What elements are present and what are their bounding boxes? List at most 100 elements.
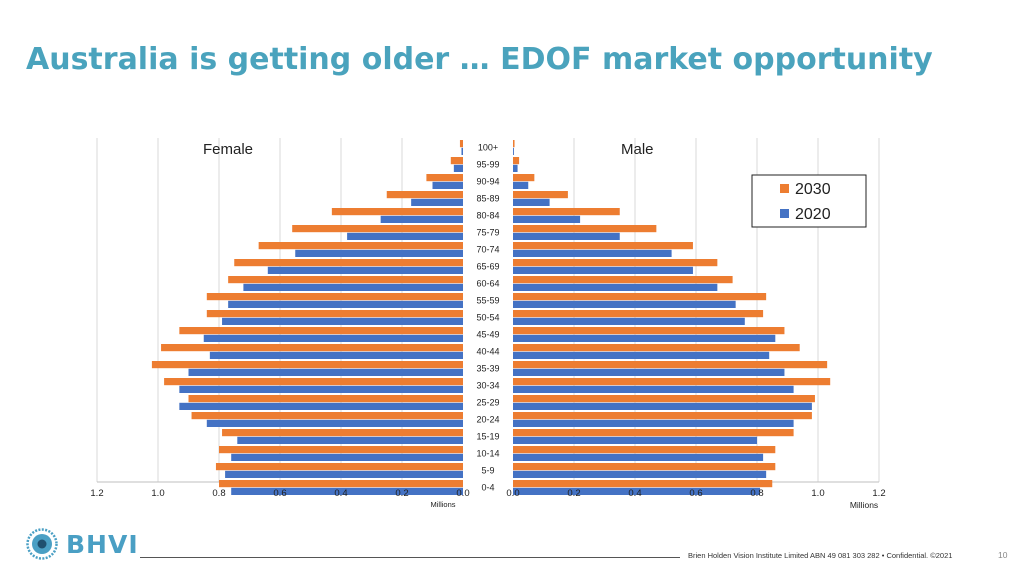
bar-female-2020-70-74 (295, 249, 463, 257)
bar-male-2020-50-54 (513, 317, 745, 325)
slide-title: Australia is getting older … EDOF market… (26, 42, 933, 77)
bar-female-2020-95-99 (453, 164, 463, 172)
bar-female-2020-5-9 (225, 470, 463, 478)
bar-male-2030-75-79 (513, 225, 657, 233)
female-x-tick-label: 0.8 (212, 488, 225, 499)
bar-male-2030-70-74 (513, 242, 693, 250)
bar-female-2030-95-99 (450, 157, 463, 165)
bar-male-2030-40-44 (513, 344, 800, 352)
bar-male-2030-95-99 (513, 157, 520, 165)
bar-female-2030-25-29 (188, 395, 463, 403)
bar-male-2030-55-59 (513, 293, 767, 301)
legend-swatch-2020 (780, 209, 789, 218)
age-group-label: 50-54 (476, 313, 499, 323)
bar-male-2030-5-9 (513, 463, 776, 471)
bar-male-2030-25-29 (513, 395, 815, 403)
bar-male-2020-20-24 (513, 419, 794, 427)
labels-layer: 0.0 0.0 0.2 0.2 0.4 0.4 0.6 0.6 0.8 0.8 1.0 1.0 1.2 1… (90, 143, 885, 500)
female-x-tick-label: 0.6 (273, 488, 286, 499)
bar-male-2030-85-89 (513, 191, 568, 199)
bar-female-2030-70-74 (258, 242, 463, 250)
bar-male-2020-65-69 (513, 266, 693, 274)
bar-female-2020-65-69 (267, 266, 463, 274)
bar-female-2030-10-14 (219, 446, 463, 454)
bar-male-2020-45-49 (513, 334, 776, 342)
bar-female-2020-100+ (461, 147, 463, 155)
age-group-label: 60-64 (476, 279, 499, 289)
bar-male-2030-60-64 (513, 276, 733, 284)
bhvi-eye-icon (26, 528, 58, 560)
footer-divider (140, 557, 680, 558)
female-x-axis-label: Millions (430, 500, 455, 509)
bar-male-2020-100+ (513, 147, 514, 155)
bar-male-2020-35-39 (513, 368, 785, 376)
bar-male-2020-60-64 (513, 283, 718, 291)
bar-female-2030-60-64 (228, 276, 463, 284)
age-group-label: 35-39 (476, 364, 499, 374)
bar-male-2030-15-19 (513, 429, 794, 437)
bar-female-2030-50-54 (206, 310, 464, 318)
bar-male-2030-50-54 (513, 310, 764, 318)
bar-female-2020-75-79 (347, 232, 463, 240)
bar-male-2030-45-49 (513, 327, 785, 335)
bar-male-2020-70-74 (513, 249, 672, 257)
bar-female-2030-80-84 (331, 208, 463, 216)
age-group-label: 80-84 (476, 211, 499, 221)
bar-male-2030-65-69 (513, 259, 718, 267)
female-x-tick-label: 0.4 (334, 488, 347, 499)
bar-male-2030-10-14 (513, 446, 776, 454)
bar-male-2020-30-34 (513, 385, 794, 393)
bar-male-2020-80-84 (513, 215, 581, 223)
bar-female-2030-15-19 (222, 429, 463, 437)
bar-female-2020-0-4 (231, 487, 463, 495)
male-x-tick-label: 1.0 (811, 488, 824, 499)
bar-female-2020-30-34 (179, 385, 463, 393)
female-x-tick-label: 0.2 (395, 488, 408, 499)
bar-female-2030-0-4 (219, 480, 463, 488)
age-group-label: 45-49 (476, 330, 499, 340)
bar-female-2020-15-19 (237, 436, 463, 444)
bar-female-2030-20-24 (191, 412, 464, 420)
female-x-tick-label: 0.0 (456, 488, 469, 499)
male-x-tick-label: 0.2 (567, 488, 580, 499)
age-group-label: 25-29 (476, 398, 499, 408)
female-x-tick-label: 1.2 (90, 488, 103, 499)
bar-male-2020-40-44 (513, 351, 770, 359)
bar-male-2030-20-24 (513, 412, 812, 420)
bar-female-2020-45-49 (203, 334, 463, 342)
legend-label-2030: 2030 (795, 181, 831, 198)
age-group-label: 65-69 (476, 262, 499, 272)
bar-female-2030-5-9 (215, 463, 463, 471)
bar-male-2030-90-94 (513, 174, 535, 182)
bar-female-2030-75-79 (292, 225, 463, 233)
bar-male-2030-30-34 (513, 378, 831, 386)
male-x-tick-label: 1.2 (872, 488, 885, 499)
bar-male-2020-0-4 (513, 487, 761, 495)
age-group-label: 5-9 (481, 466, 494, 476)
logo-text: BHVI (66, 529, 139, 559)
age-group-label: 95-99 (476, 160, 499, 170)
age-group-label: 20-24 (476, 415, 499, 425)
age-group-label: 90-94 (476, 177, 499, 187)
male-x-axis-label: Millions (850, 500, 878, 510)
bar-male-2020-85-89 (513, 198, 550, 206)
bar-female-2030-100+ (459, 140, 463, 148)
bar-male-2030-0-4 (513, 480, 773, 488)
bar-male-2020-25-29 (513, 402, 812, 410)
age-group-label: 100+ (478, 143, 498, 153)
legend-swatch-2030 (780, 184, 789, 193)
bar-male-2020-10-14 (513, 453, 764, 461)
legend-label-2020: 2020 (795, 206, 831, 223)
bar-female-2030-85-89 (386, 191, 463, 199)
legend: 2030 2020 (751, 174, 867, 228)
age-group-label: 55-59 (476, 296, 499, 306)
bar-female-2030-55-59 (206, 293, 464, 301)
male-x-tick-label: 0.8 (750, 488, 763, 499)
male-x-tick-label: 0.0 (506, 488, 519, 499)
bar-female-2020-50-54 (222, 317, 463, 325)
bhvi-logo: BHVI (26, 528, 139, 560)
bars-layer (151, 140, 831, 495)
bar-male-2030-80-84 (513, 208, 620, 216)
bar-male-2020-90-94 (513, 181, 529, 189)
female-x-tick-label: 1.0 (151, 488, 164, 499)
